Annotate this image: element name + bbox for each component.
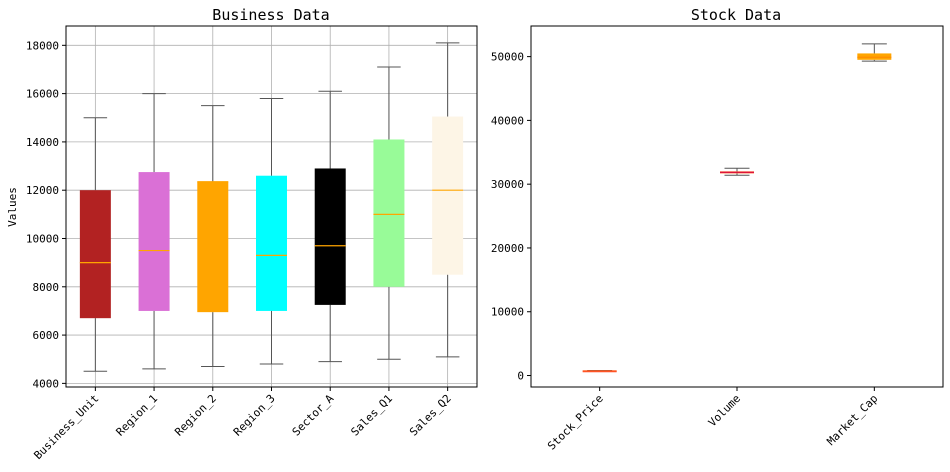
y-tick-label: 40000: [491, 114, 524, 127]
box-stock-price: [582, 370, 617, 373]
box-business-unit: [79, 117, 111, 372]
y-tick-label: 10000: [26, 232, 59, 245]
y-tick-label: 0: [517, 370, 524, 383]
y-tick-label: 30000: [491, 178, 524, 191]
y-tick-label: 4000: [33, 377, 60, 390]
box-body: [582, 370, 617, 373]
y-tick-label: 14000: [26, 136, 59, 149]
box-sales-q2: [432, 42, 464, 358]
box-body: [314, 168, 346, 305]
box-market-cap: [857, 43, 892, 62]
box-body: [373, 139, 405, 287]
box-region-2: [197, 105, 229, 367]
stock-data-title: Stock Data: [691, 6, 781, 24]
box-volume: [720, 167, 754, 176]
y-tick-label: 6000: [33, 329, 60, 342]
y-tick-label: 10000: [491, 306, 524, 319]
y-tick-label: 12000: [26, 184, 59, 197]
box-body: [138, 172, 170, 311]
box-body: [256, 175, 287, 311]
stock-data-y-ticks: 0 10000 20000 30000 40000 50000: [491, 51, 531, 383]
y-tick-label: 50000: [491, 51, 524, 64]
box-sales-q1: [373, 66, 405, 360]
business-data-title: Business Data: [212, 6, 329, 24]
box-region-3: [256, 97, 287, 365]
y-tick-label: 8000: [33, 281, 60, 294]
business-data-y-axis-label: Values: [6, 187, 19, 227]
box-body: [79, 190, 111, 319]
business-data-boxes: [79, 42, 464, 372]
stock-data-boxes: [582, 43, 892, 373]
box-sector-a: [314, 90, 346, 363]
box-body: [197, 181, 229, 313]
y-tick-label: 20000: [491, 242, 524, 255]
y-tick-label: 16000: [26, 88, 59, 101]
box-body: [857, 53, 892, 60]
business-data-y-ticks: 4000 6000 8000 10000 12000 14000 16000 18000: [26, 39, 66, 390]
box-body: [432, 116, 464, 275]
y-tick-label: 18000: [26, 39, 59, 52]
box-region-1: [138, 93, 170, 370]
